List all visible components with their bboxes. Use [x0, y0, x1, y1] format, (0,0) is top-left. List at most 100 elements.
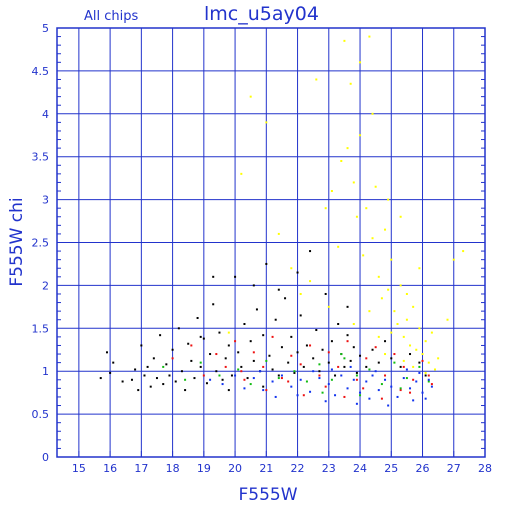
data-point [240, 172, 243, 175]
data-point [315, 329, 318, 332]
data-point [434, 368, 437, 371]
x-tick-label: 21 [259, 462, 273, 475]
data-point [112, 361, 115, 364]
data-point [349, 82, 352, 85]
data-point [327, 305, 330, 308]
data-point [393, 353, 396, 356]
data-point [430, 383, 433, 386]
data-point [212, 275, 215, 278]
data-point [346, 305, 349, 308]
data-point [287, 380, 290, 383]
data-point [377, 389, 380, 392]
data-point [265, 262, 268, 265]
data-point [340, 374, 343, 377]
data-point [162, 365, 165, 368]
data-point [146, 365, 149, 368]
data-point [305, 344, 308, 347]
data-point [302, 394, 305, 397]
data-point [452, 258, 455, 261]
data-point [199, 365, 202, 368]
data-point [315, 78, 318, 81]
data-point [237, 351, 240, 354]
data-point [355, 215, 358, 218]
data-point [271, 335, 274, 338]
x-tick-label: 22 [291, 462, 305, 475]
data-point [240, 365, 243, 368]
data-point [418, 365, 421, 368]
data-point [409, 344, 412, 347]
y-tick-label: 4 [42, 108, 49, 121]
x-tick-labels: 15 16 17 18 19 20 21 22 23 24 25 26 27 28 [72, 462, 492, 475]
data-point [155, 377, 158, 380]
data-point [387, 198, 390, 201]
data-point [134, 368, 137, 371]
data-point [337, 365, 340, 368]
data-point [343, 357, 346, 360]
data-point [159, 334, 162, 337]
data-point [221, 378, 224, 381]
data-point [387, 404, 390, 407]
data-point [421, 359, 424, 362]
data-point [399, 387, 402, 390]
data-point [352, 323, 355, 326]
data-point [199, 335, 202, 338]
data-point [152, 357, 155, 360]
data-point [412, 365, 415, 368]
data-point [205, 382, 208, 385]
data-point [421, 353, 424, 356]
data-point [402, 377, 405, 380]
data-point [309, 250, 312, 253]
data-point [249, 340, 252, 343]
data-point [187, 342, 190, 345]
data-point [290, 267, 293, 270]
data-point [262, 365, 265, 368]
data-point [337, 245, 340, 248]
x-tick-label: 25 [384, 462, 398, 475]
data-point [280, 346, 283, 349]
data-point [262, 334, 265, 337]
data-point [327, 361, 330, 364]
data-point [343, 395, 346, 398]
data-point [365, 207, 368, 210]
data-point [324, 292, 327, 295]
data-point [415, 348, 418, 351]
data-point [349, 359, 352, 362]
data-point [290, 385, 293, 388]
data-point [362, 387, 365, 390]
data-point [415, 380, 418, 383]
data-point [390, 258, 393, 261]
data-point [199, 361, 202, 364]
data-point [280, 377, 283, 380]
data-point [359, 134, 362, 137]
data-point [274, 395, 277, 398]
data-point [327, 351, 330, 354]
y-tick-label: 4.5 [32, 65, 50, 78]
data-point [371, 237, 374, 240]
data-point [390, 357, 393, 360]
data-point [277, 288, 280, 291]
data-point [196, 317, 199, 320]
data-point [437, 357, 440, 360]
data-point [349, 365, 352, 368]
data-point [330, 190, 333, 193]
data-point [430, 385, 433, 388]
data-point [296, 271, 299, 274]
y-tick-label: 0.5 [32, 408, 50, 421]
data-point [184, 389, 187, 392]
x-tick-label: 27 [447, 462, 461, 475]
data-point [174, 380, 177, 383]
data-point [227, 331, 230, 334]
data-point [374, 370, 377, 373]
x-axis-label: F555W [238, 485, 297, 505]
data-point [346, 387, 349, 390]
data-point [352, 181, 355, 184]
data-point [418, 267, 421, 270]
data-point [318, 377, 321, 380]
data-point [249, 95, 252, 98]
data-point [171, 348, 174, 351]
data-point [402, 359, 405, 362]
data-point [365, 365, 368, 368]
chart-title: lmc_u5ay04 [204, 3, 319, 25]
data-point [402, 335, 405, 338]
